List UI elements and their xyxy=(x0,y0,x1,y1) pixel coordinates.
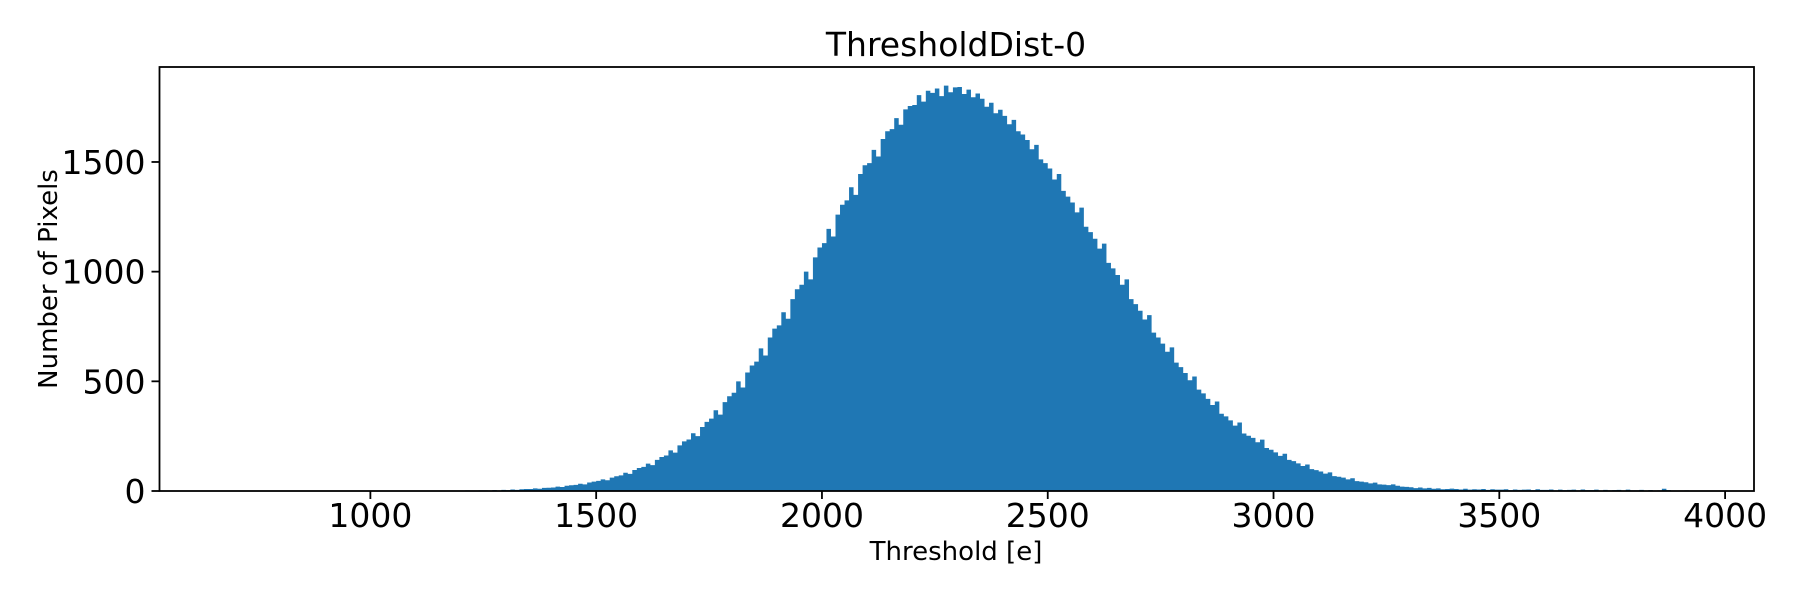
x-tick-label: 2500 xyxy=(1006,496,1090,535)
histogram-bar-series xyxy=(447,85,1726,491)
histogram-bars xyxy=(447,85,1726,491)
x-tick-label: 3500 xyxy=(1457,496,1541,535)
x-axis-label: Threshold [e] xyxy=(869,537,1043,567)
y-tick-label: 0 xyxy=(125,472,146,511)
x-tick-label: 3000 xyxy=(1232,496,1316,535)
x-tick-label: 4000 xyxy=(1683,496,1767,535)
y-tick-label: 1000 xyxy=(62,253,146,292)
y-tick-label: 1500 xyxy=(62,143,146,182)
x-axis-ticks: 1000 1500 2000 2500 3000 3500 4000 xyxy=(328,491,1767,535)
y-axis-ticks: 0 500 1000 1500 xyxy=(62,143,160,511)
x-tick-label: 1000 xyxy=(328,496,412,535)
x-tick-label: 2000 xyxy=(780,496,864,535)
x-tick-label: 1500 xyxy=(554,496,638,535)
y-tick-label: 500 xyxy=(83,362,146,401)
chart-title: ThresholdDist-0 xyxy=(825,25,1086,64)
plot-border xyxy=(158,66,1755,492)
y-axis-label: Number of Pixels xyxy=(34,169,64,389)
